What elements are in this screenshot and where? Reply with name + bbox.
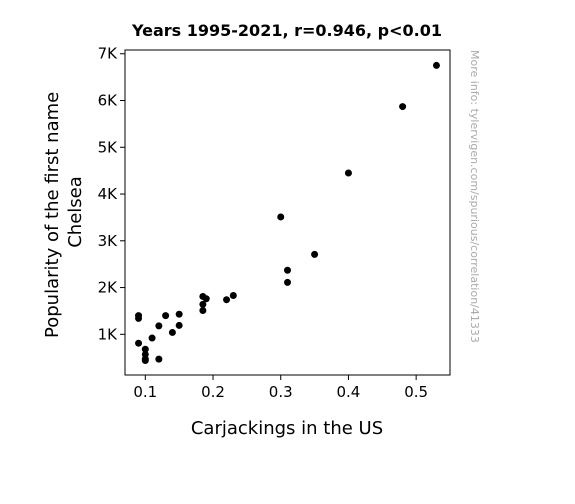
- plot-frame: [124, 49, 451, 376]
- x-tick-label-2: 0.2: [201, 383, 225, 401]
- plot-points: [135, 61, 440, 365]
- data-point-7: [284, 278, 291, 286]
- data-point-19: [148, 334, 156, 342]
- data-point-13: [199, 306, 207, 314]
- data-point-18: [168, 328, 176, 336]
- data-point-14: [175, 310, 183, 318]
- x-axis-label: Carjackings in the US: [191, 418, 383, 439]
- data-point-12: [199, 300, 207, 308]
- data-point-22: [135, 339, 143, 347]
- y-tick-label-7: 7K: [98, 45, 119, 63]
- y-axis-label-line-1: Popularity of the first name: [42, 92, 63, 338]
- y-tick-label-2: 2K: [98, 279, 119, 297]
- data-point-15: [162, 312, 170, 320]
- data-point-23: [141, 345, 149, 353]
- data-point-4: [277, 213, 285, 221]
- x-axis: 0.1 0.2 0.3 0.4 0.5: [133, 375, 428, 401]
- chart-title: Years 1995-2021, r=0.946, p<0.01: [131, 21, 442, 40]
- y-tick-label-6: 6K: [98, 92, 119, 110]
- data-point-16: [175, 321, 183, 329]
- y-tick-label-1: 1K: [98, 325, 119, 343]
- data-point-11: [202, 295, 210, 303]
- data-point-9: [223, 296, 231, 304]
- y-tick-label-5: 5K: [98, 138, 119, 156]
- data-point-26: [141, 357, 149, 365]
- data-point-1: [432, 61, 440, 69]
- data-point-8: [229, 292, 237, 300]
- data-point-21: [135, 314, 143, 322]
- y-axis-label: Popularity of the first name Chelsea: [42, 86, 86, 338]
- y-tick-label-3: 3K: [98, 232, 119, 250]
- x-tick-label-4: 0.4: [337, 383, 361, 401]
- x-tick-label-5: 0.5: [404, 383, 428, 401]
- watermark-text: More info: tylervigen.com/spurious/corre…: [468, 50, 481, 343]
- data-point-2: [399, 103, 407, 111]
- y-axis-label-line-2: Chelsea: [65, 176, 86, 248]
- y-tick-label-4: 4K: [98, 185, 119, 203]
- data-point-3: [344, 169, 352, 177]
- data-point-27: [155, 355, 163, 363]
- y-axis: 1K 2K 3K 4K 5K 6K 7K: [98, 45, 125, 343]
- x-tick-label-1: 0.1: [133, 383, 157, 401]
- x-tick-label-3: 0.3: [269, 383, 293, 401]
- data-point-6: [284, 266, 291, 274]
- data-point-5: [311, 250, 319, 258]
- data-point-17: [155, 322, 163, 330]
